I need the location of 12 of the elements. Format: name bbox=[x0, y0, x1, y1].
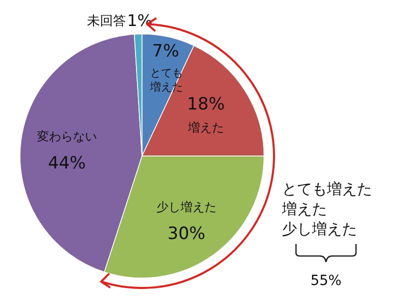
data-label: 7% bbox=[152, 42, 180, 62]
slice-label: 未回答 bbox=[86, 14, 126, 30]
text: 55% bbox=[310, 273, 342, 289]
slice-label: 少し増えた bbox=[156, 200, 216, 214]
data-label: 44% bbox=[48, 154, 86, 174]
slice-label: 変わらない bbox=[36, 130, 97, 144]
data-label: 18% bbox=[186, 94, 225, 114]
data-label: 30% bbox=[168, 224, 206, 244]
text: 増えた bbox=[281, 200, 327, 218]
slice-label: 少し増えた bbox=[282, 220, 357, 238]
slice-label: 増えた bbox=[186, 120, 224, 134]
text: とても増えた bbox=[282, 180, 372, 198]
